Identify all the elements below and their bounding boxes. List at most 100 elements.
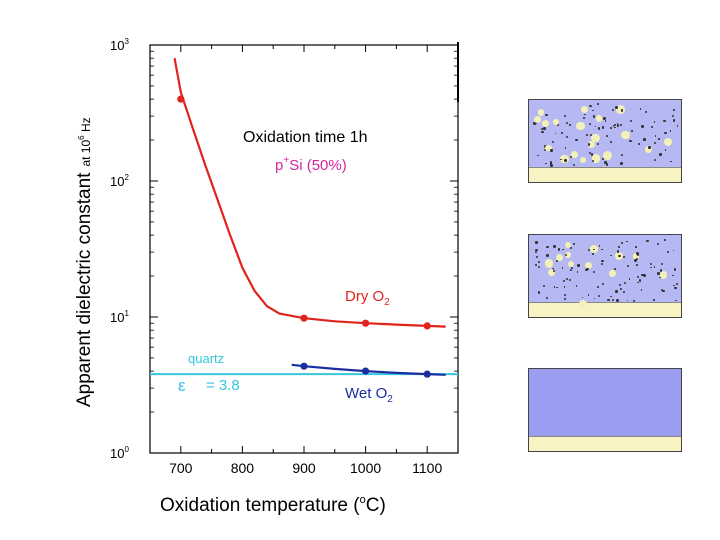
- schematic-pore: [636, 251, 640, 255]
- schematic-pore: [657, 272, 660, 275]
- schematic-pore: [653, 158, 656, 161]
- schematic-porous-large: [528, 99, 682, 183]
- schematic-pore: [569, 247, 572, 250]
- schematic-pore: [626, 299, 629, 302]
- axis-ticks: [149, 44, 459, 454]
- schematic-pore: [545, 162, 547, 165]
- schematic-pore: [596, 103, 599, 105]
- schematic-pore: [545, 144, 552, 152]
- schematic-pore: [621, 242, 624, 244]
- schematic-pore: [592, 271, 595, 274]
- wet-o2-point: [300, 362, 308, 370]
- schematic-pore: [570, 266, 574, 270]
- schematic-pore: [618, 254, 621, 258]
- plot-frame: [149, 44, 459, 454]
- schematic-pore: [616, 122, 619, 125]
- schematic-pore: [635, 246, 637, 248]
- schematic-dense: [528, 368, 682, 452]
- tick-labels: 700 800 900 1000 1100 100 101 102 103: [110, 37, 442, 476]
- schematic-pore: [601, 126, 605, 129]
- schematic-substrate: [529, 167, 681, 182]
- schematic-pore: [610, 295, 612, 298]
- schematic-pore: [569, 156, 573, 159]
- schematic-pore: [597, 143, 600, 146]
- schematic-substrate: [529, 436, 681, 451]
- schematic-pore: [550, 161, 553, 163]
- x-tick-label: 700: [169, 460, 193, 476]
- schematic-pore: [556, 124, 559, 127]
- schematic-pore: [675, 282, 678, 286]
- schematic-pore: [636, 253, 640, 256]
- schematic-pore: [577, 264, 580, 267]
- y-tick-label: 103: [110, 37, 129, 53]
- schematic-pore: [647, 146, 651, 150]
- schematic-pore: [561, 248, 564, 251]
- schematic-pore: [660, 289, 663, 292]
- schematic-pore: [553, 286, 556, 288]
- schematic-pore: [615, 290, 618, 293]
- schematic-pore: [643, 274, 647, 277]
- schematic-pore: [623, 255, 626, 258]
- schematic-pore: [620, 153, 624, 157]
- schematic-pore: [575, 138, 578, 142]
- schematic-pore: [650, 125, 653, 128]
- dry-o2-curve: [173, 58, 446, 328]
- schematic-pore: [605, 163, 608, 166]
- schematic-pore: [563, 280, 566, 283]
- schematic-pore: [644, 145, 652, 153]
- schematic-pore: [589, 133, 592, 136]
- x-axis-label: Oxidation temperature (oC): [160, 494, 386, 516]
- schematic-pore: [652, 299, 655, 301]
- schematic-pore: [564, 293, 567, 296]
- schematic-pore: [623, 281, 627, 285]
- schematic-pore: [638, 142, 640, 145]
- epsilon-value: = 3.8: [206, 377, 240, 394]
- schematic-pore: [630, 119, 633, 122]
- schematic-pore: [619, 124, 622, 127]
- schematic-pore: [594, 125, 597, 128]
- wet-o2-label: Wet O2: [345, 385, 393, 405]
- schematic-pore: [612, 298, 615, 301]
- schematic-pore: [670, 160, 673, 163]
- schematic-pore: [650, 266, 652, 269]
- schematic-pore: [656, 243, 659, 246]
- schematic-pore: [576, 271, 579, 273]
- schematic-pore: [643, 137, 646, 141]
- schematic-pore: [580, 157, 587, 164]
- quartz-label: quartz: [188, 351, 224, 366]
- schematic-pore: [536, 255, 539, 259]
- schematic-pore: [601, 248, 604, 251]
- schematic-pore: [593, 297, 596, 300]
- schematic-pore: [635, 258, 638, 261]
- schematic-pore: [645, 110, 648, 113]
- schematic-pore: [550, 149, 553, 152]
- schematic-pore: [664, 238, 667, 241]
- schematic-substrate: [529, 302, 681, 317]
- schematic-pore: [584, 113, 586, 116]
- schematic-pore: [556, 260, 558, 262]
- schematic-pore: [592, 253, 594, 255]
- schematic-pore: [641, 125, 644, 128]
- schematic-pore: [555, 286, 558, 289]
- schematic-pore: [597, 286, 600, 289]
- schematic-pore: [569, 269, 572, 272]
- schematic-pore: [564, 159, 567, 162]
- schematic-film: [529, 369, 681, 437]
- schematic-pore: [547, 268, 555, 276]
- schematic-pore: [534, 250, 537, 253]
- y-tick-label: 100: [110, 445, 129, 461]
- schematic-pore: [575, 284, 578, 287]
- x-tick-label: 900: [292, 460, 316, 476]
- schematic-pore: [598, 245, 601, 247]
- dry-o2-point: [423, 322, 431, 330]
- schematic-pore: [654, 141, 657, 144]
- schematic-pore: [671, 274, 674, 277]
- schematic-pore: [553, 269, 556, 272]
- axis-labels: Oxidation temperature (oC) Apparent diel…: [74, 117, 386, 516]
- schematic-pore: [638, 279, 642, 282]
- annotation-sample: p+Si (50%): [275, 155, 347, 174]
- schematic-pore: [663, 120, 666, 123]
- schematic-pore: [564, 297, 567, 300]
- schematic-pore: [563, 286, 566, 288]
- schematic-pore: [565, 253, 568, 256]
